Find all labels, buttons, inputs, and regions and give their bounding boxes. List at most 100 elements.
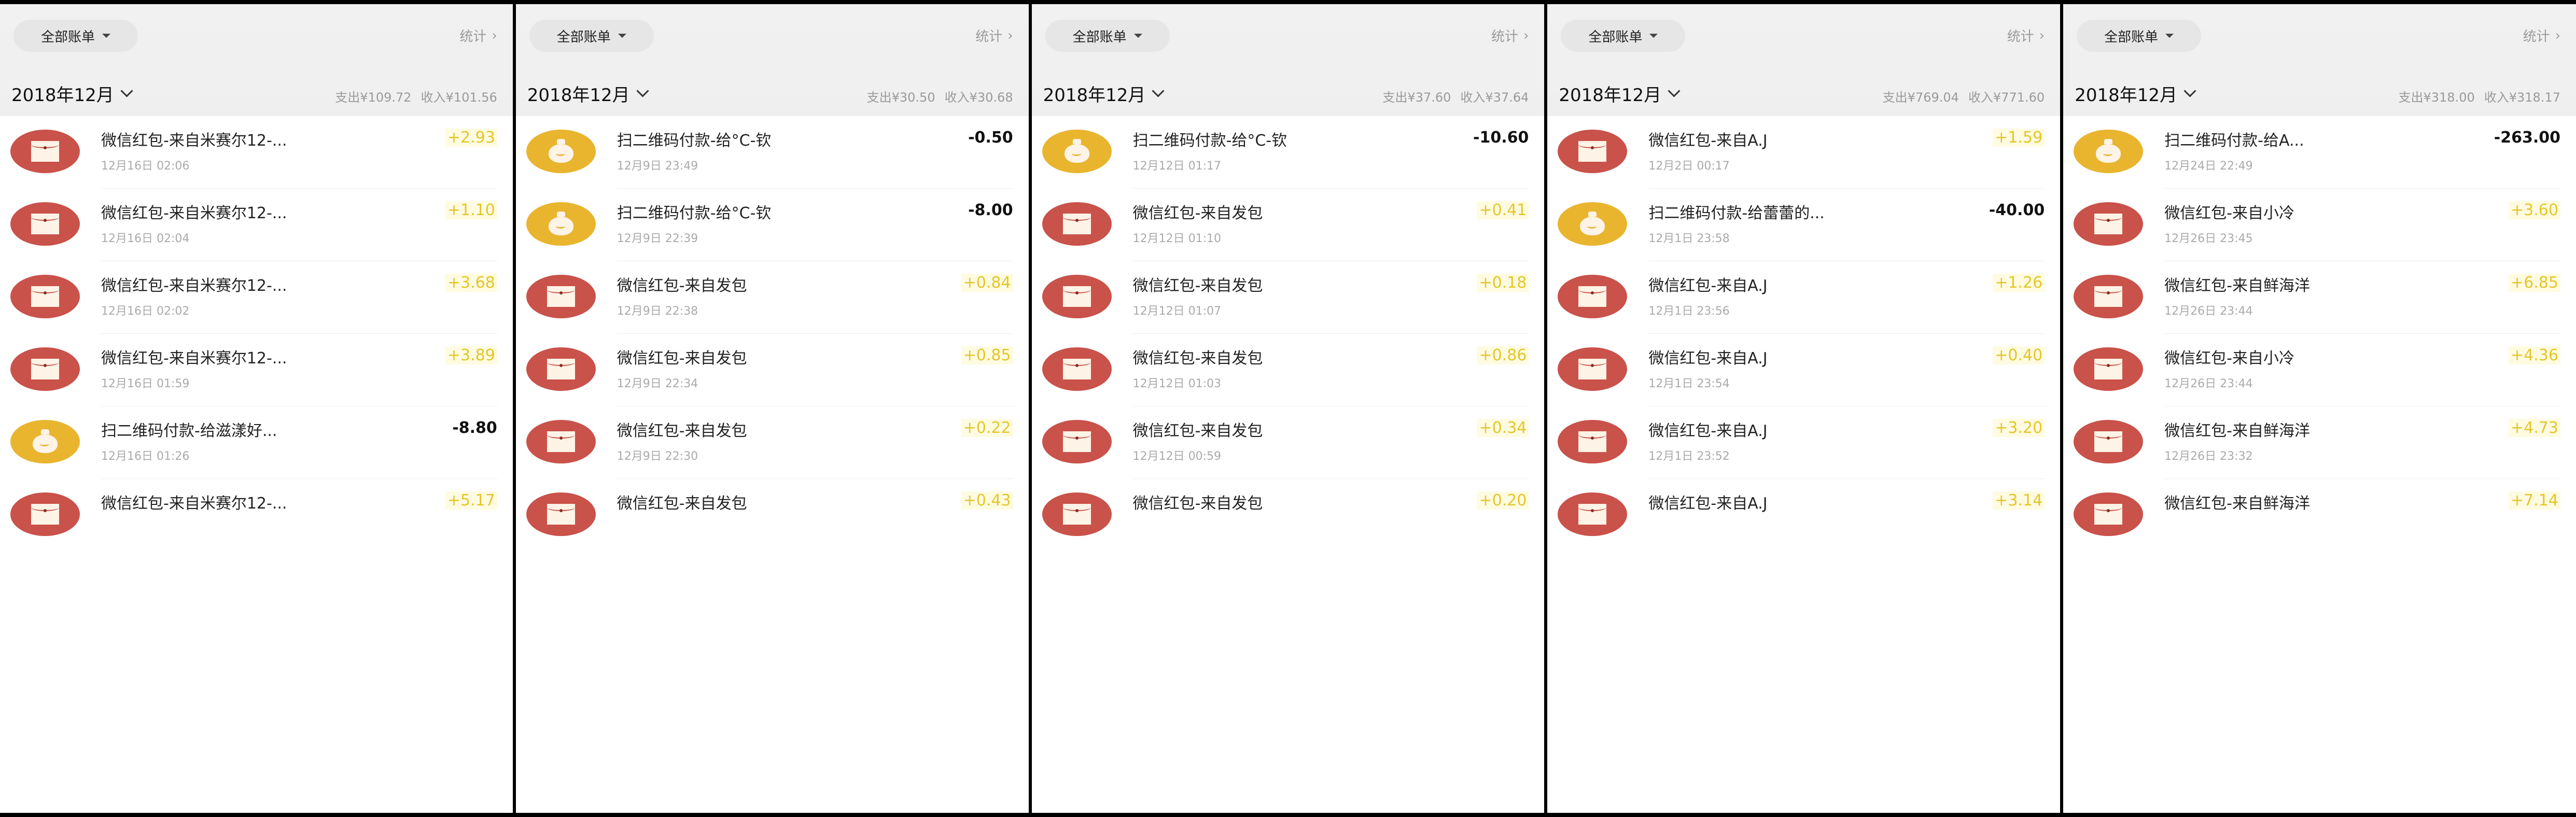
- transaction-row[interactable]: 微信红包-来自鲜海洋 12月26日 23:32 +4.73: [2063, 406, 2576, 479]
- transaction-amount: +2.93: [445, 129, 497, 147]
- red-packet-icon: [526, 492, 596, 536]
- transaction-row[interactable]: 微信红包-来自发包 12月9日 22:38 +0.84: [516, 261, 1029, 334]
- transaction-date: 12月1日 23:54: [1648, 377, 1730, 390]
- statistics-link[interactable]: 统计 ›: [2523, 26, 2560, 45]
- transaction-row[interactable]: 微信红包-来自米赛尔12-... 12月16日 01:59 +3.89: [0, 334, 513, 406]
- transaction-title: 扫二维码付款-给°C-钦: [617, 132, 772, 150]
- statistics-link[interactable]: 统计 ›: [1491, 26, 1529, 45]
- month-label: 2018年12月: [11, 85, 114, 106]
- transaction-date: 12月9日 23:49: [617, 160, 698, 173]
- transaction-title: 扫二维码付款-给A...: [2164, 132, 2304, 150]
- transaction-amount: +1.59: [1993, 129, 2045, 147]
- transaction-amount: +3.20: [1993, 419, 2045, 437]
- red-packet-icon: [1042, 492, 1112, 536]
- transaction-row[interactable]: 微信红包-来自小冷 12月26日 23:44 +4.36: [2063, 334, 2576, 406]
- statistics-label: 统计: [975, 29, 1003, 45]
- transaction-date: 12月12日 01:10: [1132, 232, 1221, 245]
- transaction-row[interactable]: 微信红包-来自发包 +0.43: [516, 479, 1029, 552]
- transaction-row[interactable]: 微信红包-来自发包 12月12日 01:03 +0.86: [1032, 334, 1545, 406]
- transaction-date: 12月12日 01:03: [1132, 377, 1221, 390]
- month-summary: 支出¥109.72 收入¥101.56: [326, 87, 497, 105]
- bill-panel: 全部账单 统计 › 2018年12月 支出¥109.72 收入¥101.56 微信红…: [0, 4, 513, 813]
- month-selector[interactable]: 2018年12月: [2075, 81, 2196, 106]
- transaction-row[interactable]: 微信红包-来自发包 +0.20: [1032, 479, 1545, 552]
- transaction-list: 扫二维码付款-给°C-钦 12月12日 01:17 -10.60 微信红包-来自…: [1032, 116, 1545, 552]
- transaction-date: 12月9日 22:30: [617, 450, 698, 463]
- month-label: 2018年12月: [2075, 85, 2177, 106]
- transaction-row[interactable]: 微信红包-来自鲜海洋 12月26日 23:44 +6.85: [2063, 261, 2576, 334]
- transaction-title: 微信红包-来自米赛尔12-...: [101, 349, 287, 368]
- transaction-row[interactable]: 微信红包-来自A.J 12月1日 23:52 +3.20: [1547, 406, 2060, 479]
- transaction-row[interactable]: 扫二维码付款-给°C-钦 12月12日 01:17 -10.60: [1032, 116, 1545, 189]
- transaction-row[interactable]: 微信红包-来自A.J +3.14: [1547, 479, 2060, 552]
- statistics-link[interactable]: 统计 ›: [2007, 26, 2045, 45]
- transaction-row[interactable]: 微信红包-来自鲜海洋 +7.14: [2063, 479, 2576, 552]
- transaction-row[interactable]: 微信红包-来自发包 12月12日 00:59 +0.34: [1032, 406, 1545, 479]
- all-bills-filter-button[interactable]: 全部账单: [2077, 20, 2202, 52]
- transaction-amount: +3.60: [2509, 201, 2560, 219]
- month-selector[interactable]: 2018年12月: [1559, 81, 1681, 106]
- transaction-date: 12月26日 23:44: [2164, 377, 2253, 390]
- transaction-date: 12月1日 23:56: [1648, 305, 1730, 318]
- transaction-date: 12月16日 02:02: [101, 305, 190, 318]
- all-bills-filter-button[interactable]: 全部账单: [13, 20, 138, 52]
- month-summary: 支出¥769.04 收入¥771.60: [1873, 87, 2045, 105]
- statistics-label: 统计: [2523, 29, 2550, 45]
- transaction-title: 微信红包-来自鲜海洋: [2164, 422, 2311, 440]
- transaction-row[interactable]: 微信红包-来自小冷 12月26日 23:45 +3.60: [2063, 189, 2576, 261]
- transaction-title: 微信红包-来自米赛尔12-...: [101, 204, 287, 222]
- month-selector[interactable]: 2018年12月: [1043, 81, 1165, 106]
- month-selector[interactable]: 2018年12月: [11, 81, 133, 106]
- transaction-title: 微信红包-来自鲜海洋: [2164, 277, 2311, 295]
- screenshot-collage: 全部账单 统计 › 2018年12月 支出¥109.72 收入¥101.56 微信红…: [0, 4, 2576, 813]
- transaction-row[interactable]: 微信红包-来自米赛尔12-... 12月16日 02:04 +1.10: [0, 189, 513, 261]
- all-bills-filter-button[interactable]: 全部账单: [1045, 20, 1170, 52]
- month-summary: 支出¥318.00 收入¥318.17: [2389, 87, 2560, 105]
- expense-total: 支出¥37.60: [1382, 90, 1451, 105]
- filter-label: 全部账单: [1072, 29, 1127, 45]
- transaction-row[interactable]: 微信红包-来自米赛尔12-... 12月16日 02:06 +2.93: [0, 116, 513, 189]
- statistics-link[interactable]: 统计 ›: [975, 26, 1013, 45]
- bill-header: 全部账单 统计 › 2018年12月 支出¥30.50 收入¥30.68: [515, 4, 1029, 116]
- transaction-row[interactable]: 扫二维码付款-给蕾蕾的... 12月1日 23:58 -40.00: [1547, 189, 2060, 261]
- transaction-row[interactable]: 微信红包-来自发包 12月9日 22:30 +0.22: [516, 406, 1029, 479]
- month-selector[interactable]: 2018年12月: [527, 81, 649, 106]
- transaction-row[interactable]: 扫二维码付款-给°C-钦 12月9日 23:49 -0.50: [516, 116, 1029, 189]
- transaction-list: 扫二维码付款-给A... 12月24日 22:49 -263.00 微信红包-来…: [2063, 116, 2576, 552]
- transaction-row[interactable]: 微信红包-来自米赛尔12-... 12月16日 02:02 +3.68: [0, 261, 513, 334]
- transaction-title: 微信红包-来自发包: [1132, 422, 1263, 440]
- transaction-amount: +3.68: [445, 274, 497, 292]
- transaction-row[interactable]: 微信红包-来自A.J 12月2日 00:17 +1.59: [1547, 116, 2060, 189]
- red-packet-icon: [2074, 347, 2144, 391]
- transaction-amount: +0.85: [961, 346, 1013, 364]
- all-bills-filter-button[interactable]: 全部账单: [1561, 20, 1686, 52]
- chevron-down-icon: [120, 84, 133, 97]
- transaction-amount: -0.50: [968, 129, 1013, 147]
- transaction-row[interactable]: 微信红包-来自米赛尔12-... +5.17: [0, 479, 513, 552]
- transaction-row[interactable]: 微信红包-来自A.J 12月1日 23:54 +0.40: [1547, 334, 2060, 406]
- transaction-row[interactable]: 扫二维码付款-给°C-钦 12月9日 22:39 -8.00: [516, 189, 1029, 261]
- transaction-title: 微信红包-来自发包: [1132, 349, 1263, 368]
- transaction-row[interactable]: 扫二维码付款-给滋漾好... 12月16日 01:26 -8.80: [0, 406, 513, 479]
- transaction-amount: +0.84: [961, 274, 1013, 292]
- transaction-row[interactable]: 微信红包-来自发包 12月9日 22:34 +0.85: [516, 334, 1029, 406]
- transaction-row[interactable]: 微信红包-来自发包 12月12日 01:07 +0.18: [1032, 261, 1545, 334]
- transaction-amount: +0.18: [1477, 274, 1529, 292]
- month-summary: 支出¥37.60 收入¥37.64: [1373, 87, 1529, 105]
- income-total: 收入¥771.60: [1968, 90, 2045, 105]
- red-packet-icon: [1042, 275, 1112, 318]
- caret-down-icon: [618, 34, 626, 38]
- all-bills-filter-button[interactable]: 全部账单: [529, 20, 654, 52]
- transaction-row[interactable]: 微信红包-来自发包 12月12日 01:10 +0.41: [1032, 189, 1545, 261]
- transaction-date: 12月26日 23:44: [2164, 305, 2253, 318]
- transaction-date: 12月16日 01:59: [101, 377, 190, 390]
- bill-header: 全部账单 统计 › 2018年12月 支出¥109.72 收入¥101.56: [0, 4, 513, 116]
- transaction-row[interactable]: 微信红包-来自A.J 12月1日 23:56 +1.26: [1547, 261, 2060, 334]
- red-packet-icon: [1042, 202, 1112, 246]
- statistics-link[interactable]: 统计 ›: [459, 26, 497, 45]
- transaction-row[interactable]: 扫二维码付款-给A... 12月24日 22:49 -263.00: [2063, 116, 2576, 189]
- transaction-title: 扫二维码付款-给蕾蕾的...: [1648, 204, 1825, 222]
- transaction-title: 微信红包-来自鲜海洋: [2164, 495, 2311, 513]
- transaction-title: 微信红包-来自发包: [1132, 204, 1263, 222]
- transaction-list: 微信红包-来自A.J 12月2日 00:17 +1.59 扫二维码付款-给蕾蕾的…: [1547, 116, 2060, 552]
